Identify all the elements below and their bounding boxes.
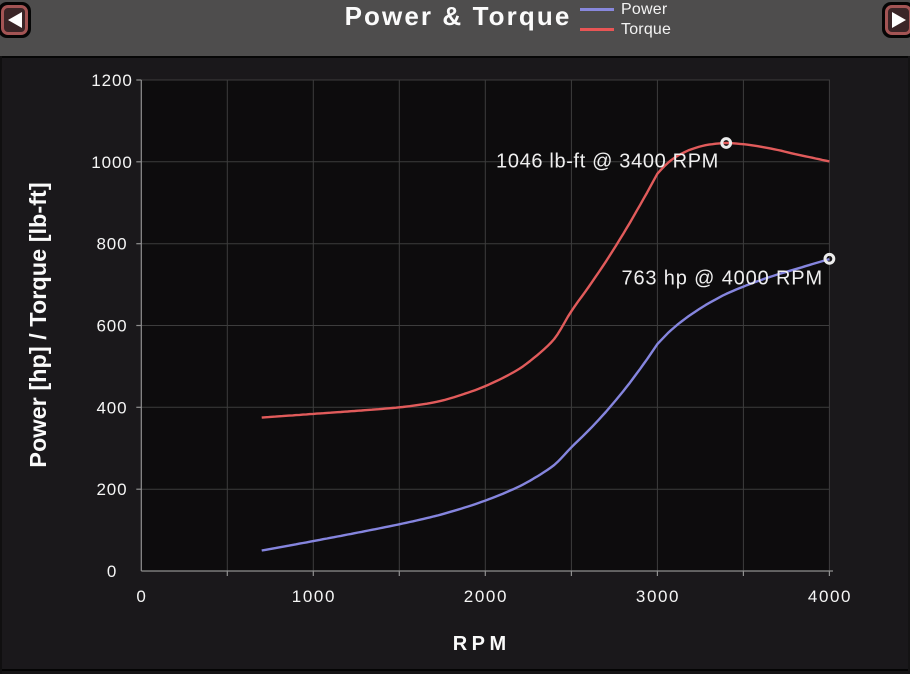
svg-text:1046 lb-ft @ 3400 RPM: 1046 lb-ft @ 3400 RPM [496, 151, 719, 173]
svg-text:2000: 2000 [464, 587, 508, 606]
svg-text:1200: 1200 [91, 71, 132, 90]
svg-text:3000: 3000 [636, 587, 680, 606]
svg-text:400: 400 [96, 398, 127, 417]
svg-text:800: 800 [96, 235, 127, 254]
svg-text:4000: 4000 [808, 587, 852, 606]
svg-text:0: 0 [107, 562, 117, 581]
svg-text:RPM: RPM [453, 633, 511, 655]
svg-text:200: 200 [96, 480, 127, 499]
svg-text:0: 0 [136, 587, 147, 606]
svg-text:600: 600 [96, 317, 127, 336]
svg-text:Power [hp] / Torque [lb-ft]: Power [hp] / Torque [lb-ft] [25, 182, 51, 467]
svg-text:763 hp @ 4000 RPM: 763 hp @ 4000 RPM [621, 268, 823, 290]
svg-text:1000: 1000 [292, 587, 336, 606]
svg-text:1000: 1000 [91, 153, 132, 172]
